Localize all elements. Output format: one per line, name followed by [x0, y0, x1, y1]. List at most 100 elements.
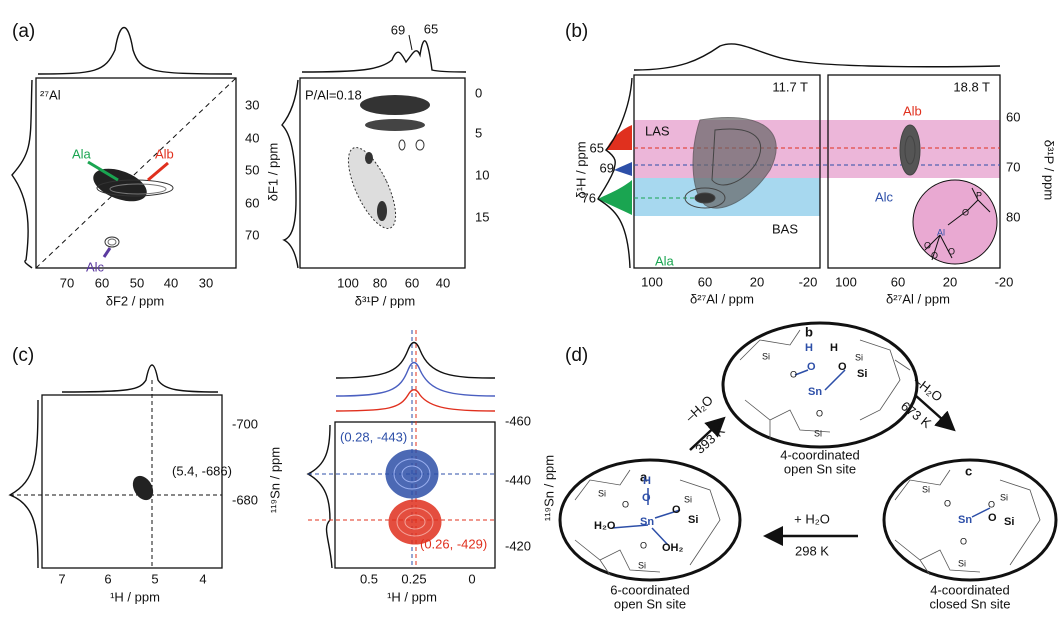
site-label: Alb: [903, 103, 922, 118]
tick-label: 15: [475, 209, 489, 224]
tick-label: -20: [995, 274, 1014, 289]
tick-label: 60: [891, 274, 905, 289]
atom-label: H: [805, 342, 813, 354]
atom-label: Si: [1004, 516, 1014, 528]
ratio-label: P/Al=0.18: [305, 87, 362, 102]
tick-label: 20: [943, 274, 957, 289]
axis-label: δ²⁷Al / ppm: [886, 291, 950, 306]
atom-label: O: [790, 369, 797, 379]
atom-label: P: [976, 190, 982, 200]
site-label: Alb: [155, 146, 174, 161]
point-label: (0.26, -429): [420, 536, 487, 551]
tick-label: 0.25: [401, 571, 426, 586]
arrow: [408, 34, 413, 51]
atom-label: Si: [762, 351, 770, 361]
contours: [385, 449, 442, 545]
tick-label: 30: [199, 275, 213, 290]
point-label: (0.28, -443): [340, 429, 407, 444]
tick-label: 60: [405, 275, 419, 290]
axis-label: δ³¹P / ppm: [1042, 140, 1057, 200]
tick-label: -20: [799, 274, 818, 289]
atom-label: Si: [814, 428, 822, 438]
plot-frame: [35, 77, 237, 269]
contours: [347, 95, 430, 229]
atom-label: Sn: [640, 516, 654, 528]
projection: [335, 389, 496, 412]
inset: Al O O O O P: [912, 179, 998, 265]
step-label: 298 K: [795, 543, 829, 558]
field-label: 11.7 T: [772, 79, 808, 94]
tick-label: 80: [373, 275, 387, 290]
structure-id: a: [640, 469, 648, 484]
step-label: –H₂O: [911, 373, 945, 404]
projection: [335, 361, 496, 397]
step-label: 393 K: [692, 423, 728, 457]
plot-frame: [827, 74, 1001, 269]
field-label: 18.8 T: [953, 79, 990, 94]
axis-label: δF2 / ppm: [106, 293, 165, 308]
projection: [301, 40, 467, 73]
projection-fill: [598, 180, 632, 215]
arrow: [87, 160, 119, 182]
atom-label: O: [988, 512, 997, 524]
atom-label: Sn: [958, 514, 972, 526]
axis-label: ¹H / ppm: [110, 589, 160, 604]
atom-label: O: [642, 492, 651, 504]
caption: 6-coordinated: [610, 582, 690, 597]
atom-label: O: [924, 240, 931, 250]
plot-frame: [299, 77, 466, 269]
arrow: [147, 161, 169, 182]
region-label: BAS: [772, 221, 798, 236]
panel-label: (b): [565, 21, 588, 42]
peak-label: 69: [391, 22, 405, 37]
plot-frame: [334, 421, 496, 569]
projection: [8, 399, 39, 569]
site-label: Ala: [655, 253, 675, 268]
atom-label: H₂O: [594, 520, 616, 532]
atom-label: Si: [855, 352, 863, 362]
caption: closed Sn site: [930, 596, 1011, 611]
tick-label: 100: [641, 274, 663, 289]
site-label: Ala: [72, 146, 92, 161]
tick-label: 65: [590, 140, 604, 155]
atom-label: Si: [857, 368, 867, 380]
projection: [281, 79, 299, 269]
axis-label: ¹H / ppm: [387, 589, 437, 604]
step-label: + H₂O: [794, 511, 830, 526]
peak-label: 65: [424, 21, 438, 36]
tick-label: 4: [199, 571, 206, 586]
atom-label: O: [672, 504, 681, 516]
projection-fill: [606, 125, 632, 150]
axis-label: δF1 / ppm: [265, 143, 280, 202]
site-label: Alc: [875, 189, 894, 204]
tick-label: 60: [1006, 109, 1020, 124]
atom-label: Si: [688, 514, 698, 526]
tick-label: 60: [245, 195, 259, 210]
atom-label: O: [838, 361, 847, 373]
diagonal: [35, 77, 237, 269]
atom-label: O: [640, 540, 647, 550]
atom-label: Sn: [808, 386, 822, 398]
axis-label: ¹¹⁹Sn / ppm: [541, 455, 556, 521]
projection: [335, 341, 496, 379]
site-label: Alc: [86, 259, 105, 274]
tick-label: 100: [337, 275, 359, 290]
axis-label: δ¹H / ppm: [573, 141, 588, 198]
atom-label: H: [643, 475, 651, 487]
tick-label: 6: [104, 571, 111, 586]
tick-label: 69: [600, 160, 614, 175]
tick-label: 80: [1006, 209, 1020, 224]
region-label: LAS: [645, 123, 670, 138]
atom-label: Si: [1000, 492, 1008, 502]
structure-id: c: [965, 463, 972, 478]
structure-id: b: [805, 324, 813, 339]
tick-label: -680: [232, 492, 258, 507]
tick-label: 0: [475, 85, 482, 100]
plot-frame: [41, 394, 223, 569]
plot-frame: [633, 74, 821, 269]
atom-label: O: [948, 246, 955, 256]
tick-label: 40: [245, 130, 259, 145]
caption: open Sn site: [614, 596, 686, 611]
projection: [633, 43, 1001, 71]
